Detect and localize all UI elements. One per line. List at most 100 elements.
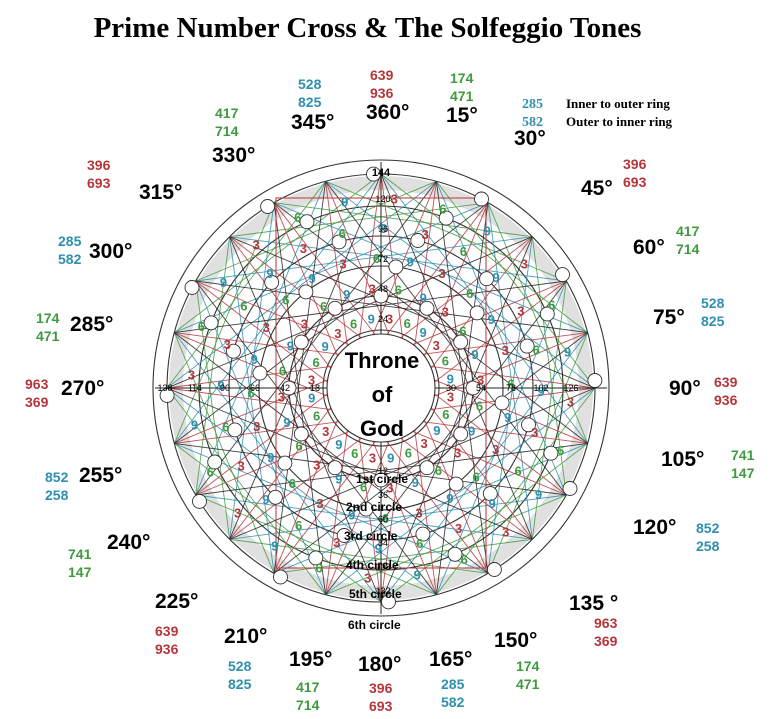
digit-mark: 3 — [364, 571, 371, 586]
axis-right-number: 30 — [446, 383, 456, 393]
star-line — [273, 442, 588, 574]
digit-mark: 9 — [468, 423, 475, 438]
digit-mark: 6 — [198, 319, 205, 334]
digit-mark: 3 — [224, 337, 231, 352]
digit-mark: 9 — [217, 378, 224, 393]
circled-marker — [438, 210, 454, 226]
digit-mark: 6 — [466, 286, 473, 301]
digit-mark: 9 — [348, 508, 355, 523]
ring-label-2: 2nd circle — [346, 500, 403, 514]
tone-210: 528 825 — [228, 658, 252, 692]
star-line — [436, 387, 596, 595]
axis-bottom-number: 108 — [375, 562, 390, 572]
star-line — [380, 332, 589, 603]
circled-marker — [539, 306, 555, 322]
angle-255: 255° — [79, 464, 123, 487]
circled-marker — [373, 472, 389, 488]
center-line-3: God — [360, 416, 404, 441]
axis-bottom-number: 132 — [375, 586, 390, 596]
star-line — [173, 332, 275, 574]
star-line — [531, 236, 567, 496]
axis-left-number: 138 — [157, 383, 172, 393]
tone-165: 285 582 — [441, 676, 465, 710]
digit-mark: 6 — [222, 420, 229, 435]
circled-marker — [543, 445, 559, 461]
center-label: Throne of God — [322, 344, 442, 446]
digit-mark: 9 — [368, 312, 375, 327]
digit-mark: 3 — [263, 320, 270, 335]
axis-left-number: 114 — [188, 383, 202, 393]
star-line — [487, 202, 533, 540]
axis-left-number: 18 — [310, 383, 320, 393]
axis-top-number: 72 — [378, 254, 388, 264]
angle-165: 165° — [429, 648, 473, 671]
circled-marker — [555, 267, 570, 283]
digit-mark: 3 — [300, 241, 307, 256]
digit-mark: 3 — [502, 524, 509, 539]
tone-195: 417 714 — [296, 679, 320, 713]
star-line — [380, 236, 533, 603]
circled-marker — [415, 526, 431, 542]
ring-label-1: 1st circle — [356, 472, 409, 486]
digit-mark: 6 — [247, 386, 254, 401]
tone-75: 528 825 — [701, 295, 725, 329]
digit-mark: 3 — [433, 338, 440, 353]
circled-marker — [448, 476, 464, 492]
circled-marker — [252, 365, 268, 381]
digit-mark: 9 — [335, 472, 342, 487]
circled-marker — [465, 380, 481, 396]
angle-90: 90° — [669, 377, 701, 400]
digit-mark: 6 — [279, 364, 286, 379]
digit-mark: 3 — [253, 419, 260, 434]
legend-outer-number: 582 — [522, 115, 543, 130]
digit-mark: 9 — [535, 487, 542, 502]
circled-marker — [203, 315, 219, 331]
digit-mark: 9 — [447, 371, 454, 386]
digit-mark: 6 — [460, 244, 467, 259]
star-line — [531, 280, 567, 540]
angle-360: 360° — [366, 101, 410, 124]
star-line — [436, 181, 596, 389]
tone-15: 174 471 — [450, 70, 474, 104]
axis-right-number: 54 — [476, 383, 486, 393]
circled-marker — [482, 486, 498, 502]
angle-210: 210° — [224, 625, 268, 648]
tone-255: 852 258 — [45, 469, 69, 503]
digit-mark: 3 — [237, 459, 244, 474]
digit-mark: 9 — [262, 492, 269, 507]
digit-mark: 6 — [360, 480, 367, 495]
circled-marker — [447, 546, 463, 562]
page-title: Prime Number Cross & The Solfeggio Tones — [93, 12, 642, 44]
star-line — [195, 280, 437, 595]
axis-bottom-number: 36 — [378, 490, 388, 500]
axis-top-number: 96 — [378, 224, 388, 234]
digit-mark: 6 — [472, 470, 479, 485]
tone-60: 417 714 — [676, 223, 700, 257]
star-line — [174, 202, 489, 334]
ring-label-6: 6th circle — [348, 618, 401, 632]
star-line — [195, 442, 588, 496]
digit-mark: 9 — [220, 275, 227, 290]
digit-mark: 3 — [391, 192, 398, 207]
digit-mark: 3 — [322, 424, 329, 439]
star-line — [273, 332, 588, 574]
circled-marker — [308, 550, 324, 566]
digit-mark: 3 — [421, 227, 428, 242]
angle-120: 120° — [633, 516, 677, 539]
digit-mark: 6 — [312, 355, 319, 370]
tone-300: 285 582 — [58, 233, 82, 267]
angle-285: 285° — [70, 313, 114, 336]
star-line — [229, 494, 567, 540]
circled-marker — [494, 395, 510, 411]
star-line — [380, 173, 588, 333]
angle-150: 150° — [494, 629, 538, 652]
star-line — [273, 202, 588, 334]
digit-mark: 6 — [548, 298, 555, 313]
digit-mark: 6 — [404, 316, 411, 331]
star-line — [229, 236, 382, 603]
star-line — [166, 181, 326, 389]
tone-120: 852 258 — [696, 520, 720, 554]
digit-mark: 6 — [351, 446, 358, 461]
